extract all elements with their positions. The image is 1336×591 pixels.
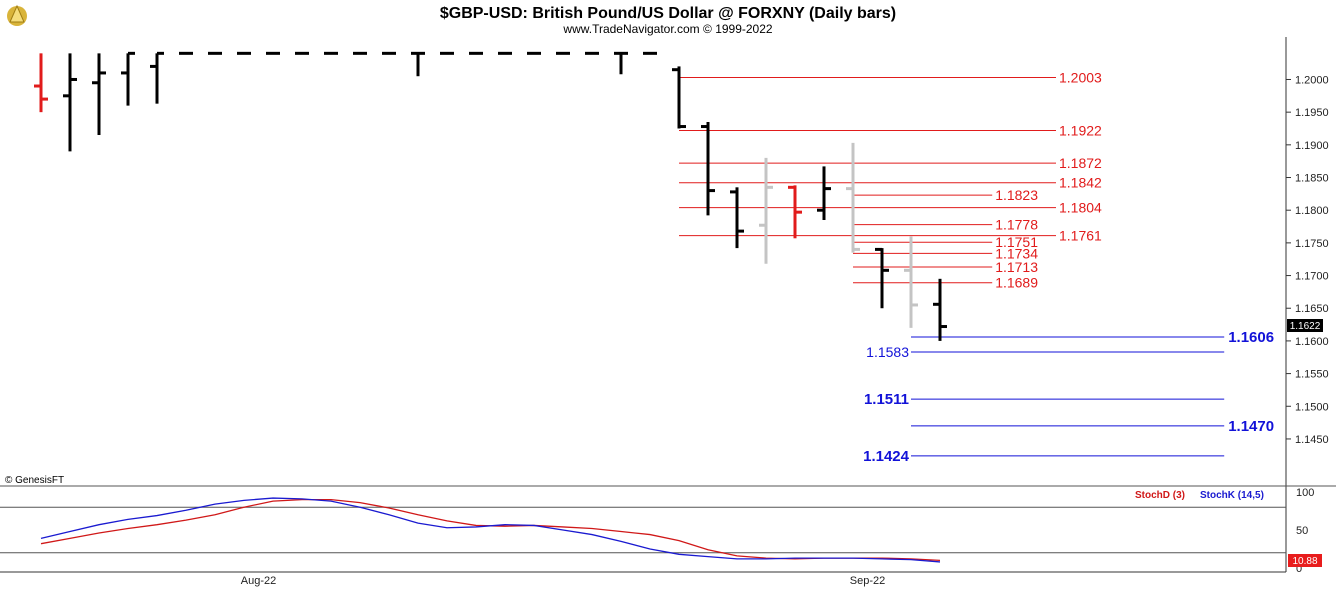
level-label: 1.1689 — [995, 275, 1038, 291]
stoch-axis-ticks: 100 50 0 — [1296, 487, 1314, 575]
price-bar — [411, 51, 425, 77]
level-label: 1.2003 — [1059, 70, 1102, 86]
price-tick-label: 1.1850 — [1295, 173, 1329, 185]
price-tick-label: 1.1750 — [1295, 238, 1329, 250]
price-tick-label: 1.1450 — [1295, 434, 1329, 446]
level-label: 1.1842 — [1059, 175, 1102, 191]
level-label: 1.1583 — [866, 344, 909, 360]
level-label: 1.1823 — [995, 187, 1038, 203]
stoch-k-line — [40, 497, 941, 563]
time-axis-label: Aug-22 — [241, 575, 276, 587]
stoch-last-label: 10.88 — [1292, 556, 1317, 567]
price-bar — [92, 53, 106, 136]
price-bar — [121, 51, 135, 106]
stoch-tick-label: 50 — [1296, 525, 1308, 537]
price-tick-label: 1.1600 — [1295, 336, 1329, 348]
price-bar — [875, 247, 889, 309]
level-label: 1.1424 — [863, 448, 910, 465]
stoch-d-legend: StochD (3) — [1135, 490, 1185, 501]
chart-title: $GBP-USD: British Pound/US Dollar @ FORX… — [440, 5, 896, 22]
price-bar — [701, 121, 715, 216]
price-bar — [614, 51, 628, 75]
price-tick-label: 1.1500 — [1295, 401, 1329, 413]
level-lines: 1.2003 1.1922 1.1872 1.1842 1.1823 1.1804 1.17… — [679, 70, 1274, 465]
chart-subtitle: www.TradeNavigator.com © 1999-2022 — [562, 22, 772, 36]
last-price-label: 1.1622 — [1290, 321, 1321, 332]
level-label: 1.1713 — [995, 259, 1038, 275]
price-bar — [817, 166, 831, 220]
price-tick-label: 1.2000 — [1295, 74, 1329, 86]
price-tick-label: 1.1700 — [1295, 271, 1329, 283]
last-price-badge: 1.1622 — [1287, 319, 1323, 332]
level-label: 1.1872 — [1059, 155, 1102, 171]
price-tick-label: 1.1950 — [1295, 107, 1329, 119]
stoch-reference-lines — [0, 506, 1286, 554]
price-panel — [0, 37, 1286, 486]
price-tick-label: 1.1900 — [1295, 140, 1329, 152]
level-label: 1.1606 — [1228, 329, 1274, 346]
price-bar — [846, 142, 860, 253]
stoch-tick-label: 0 — [1296, 563, 1302, 575]
level-label: 1.1511 — [864, 391, 909, 408]
stoch-last-badge: 10.88 — [1288, 554, 1322, 567]
price-tick-label: 1.1650 — [1295, 303, 1329, 315]
price-axis-ticks: 1.2000 1.1950 1.1900 1.1850 1.1800 1.1750 1.17… — [1286, 74, 1329, 446]
level-label: 1.1761 — [1059, 228, 1102, 244]
price-bar — [672, 66, 686, 129]
level-label: 1.1804 — [1059, 200, 1102, 216]
price-bar — [150, 51, 164, 104]
price-bar — [933, 278, 947, 341]
logo-icon — [7, 4, 27, 26]
price-bar — [63, 53, 77, 152]
stoch-tick-label: 100 — [1296, 487, 1314, 499]
price-tick-label: 1.1800 — [1295, 205, 1329, 217]
time-axis-label: Sep-22 — [850, 575, 885, 587]
level-label: 1.1922 — [1059, 122, 1102, 138]
level-label: 1.1778 — [995, 217, 1038, 233]
level-label: 1.1734 — [995, 245, 1038, 261]
level-label: 1.1751 — [995, 234, 1038, 250]
price-bar — [788, 185, 802, 239]
price-bars — [34, 51, 947, 341]
price-bar — [730, 187, 744, 249]
price-tick-label: 1.1550 — [1295, 369, 1329, 381]
stoch-d-line — [40, 498, 941, 562]
watermark: © GenesisFT — [5, 475, 64, 486]
stoch-lines — [40, 497, 941, 563]
price-bar — [34, 53, 48, 113]
stoch-k-legend: StochK (14,5) — [1200, 490, 1264, 501]
time-axis-labels: Aug-22 Sep-22 — [241, 575, 885, 587]
level-label: 1.1470 — [1228, 418, 1274, 435]
price-bar — [904, 236, 918, 328]
price-bar — [759, 157, 773, 264]
